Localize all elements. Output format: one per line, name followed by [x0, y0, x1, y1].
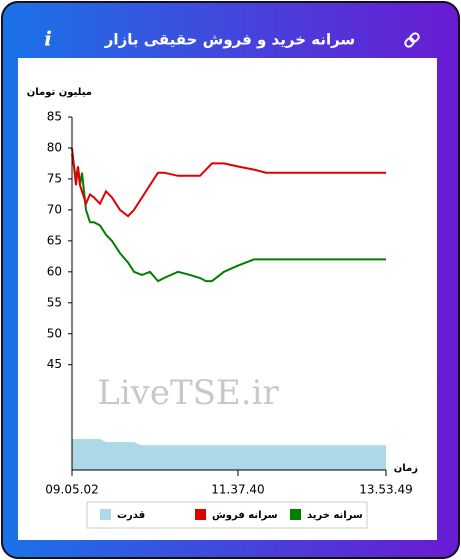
- y-tick-label: 75: [47, 171, 62, 185]
- legend-swatch[interactable]: [100, 509, 111, 520]
- legend: [86, 501, 368, 529]
- area: [72, 439, 386, 470]
- info-icon[interactable]: i: [44, 27, 52, 51]
- line: [71, 147, 386, 218]
- y-tick-label: 60: [47, 264, 62, 278]
- y-tick-label: 85: [47, 110, 62, 124]
- x-tick-label: 09.05.02: [45, 483, 98, 497]
- x-axis-label: زمان: [394, 463, 418, 474]
- x-tick-label: 11.37.40: [211, 483, 264, 497]
- legend-label: سرانه خرید: [307, 510, 363, 521]
- y-axis-label: میلیون تومان: [27, 87, 92, 98]
- y-tick-label: 65: [47, 233, 62, 247]
- x-tick-label: 13.53.49: [359, 483, 412, 497]
- y-tick-label: 55: [47, 295, 62, 309]
- legend-swatch[interactable]: [290, 509, 301, 520]
- legend-label: قدرت: [117, 510, 145, 521]
- y-tick-label: 70: [47, 202, 62, 216]
- legend-swatch[interactable]: [195, 509, 206, 520]
- watermark: LiveTSE.ir: [97, 373, 279, 413]
- y-tick-label: 80: [47, 140, 62, 154]
- y-tick-label: 50: [47, 326, 62, 340]
- legend-label: سرانه فروش: [212, 510, 278, 521]
- link-icon[interactable]: [404, 32, 420, 48]
- y-tick-label: 45: [47, 357, 62, 371]
- title: سرانه خرید و فروش حقیقی بازار: [104, 31, 355, 49]
